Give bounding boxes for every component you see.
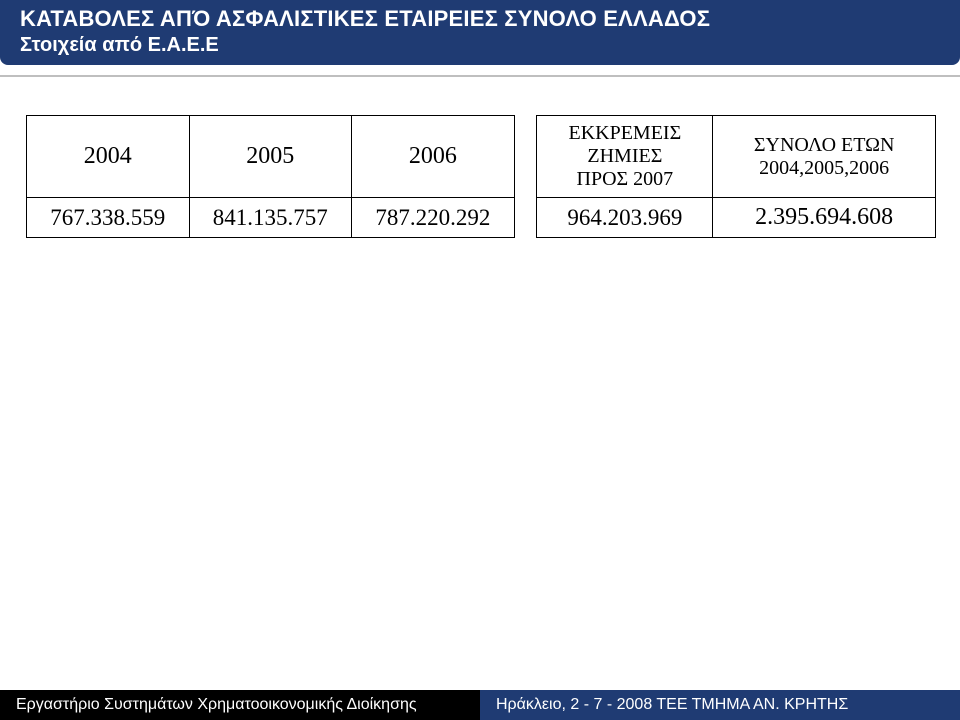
col-header-pending-l1: ΕΚΚΡΕΜΕΙΣ [568,122,681,144]
table-gap [514,116,537,198]
footer-left: Εργαστήριο Συστημάτων Χρηματοοικονομικής… [0,690,480,720]
col-header-pending-l2: ΖΗΜΙΕΣ [587,145,662,167]
table-container: 2004 2005 2006 ΕΚΚΡΕΜΕΙΣ ΖΗΜΙΕΣ ΠΡΟΣ 200… [0,77,960,238]
col-header-total-l2: 2004,2005,2006 [759,157,889,179]
cell-2005: 841.135.757 [189,198,352,238]
cell-2004: 767.338.559 [27,198,190,238]
slide-footer: Εργαστήριο Συστημάτων Χρηματοοικονομικής… [0,690,960,720]
slide-header: ΚΑΤΑΒΟΛΕΣ ΑΠΌ ΑΣΦΑΛΙΣΤΙΚΕΣ ΕΤΑΙΡΕΙΕΣ ΣΥΝ… [0,0,960,65]
col-header-total: ΣΥΝΟΛΟ ΕΤΩΝ 2004,2005,2006 [713,116,936,198]
footer-right: Ηράκλειο, 2 - 7 - 2008 ΤΕΕ ΤΜΗΜΑ ΑΝ. ΚΡΗ… [480,690,960,720]
col-header-2006: 2006 [352,116,515,198]
cell-pending: 964.203.969 [537,198,713,238]
payments-table: 2004 2005 2006 ΕΚΚΡΕΜΕΙΣ ΖΗΜΙΕΣ ΠΡΟΣ 200… [26,115,936,238]
col-header-pending: ΕΚΚΡΕΜΕΙΣ ΖΗΜΙΕΣ ΠΡΟΣ 2007 [537,116,713,198]
table-header-row: 2004 2005 2006 ΕΚΚΡΕΜΕΙΣ ΖΗΜΙΕΣ ΠΡΟΣ 200… [27,116,936,198]
table-gap [514,198,537,238]
col-header-2005: 2005 [189,116,352,198]
col-header-2004: 2004 [27,116,190,198]
slide-subtitle: Στοιχεία από Ε.Α.Ε.Ε [20,34,946,57]
col-header-pending-l3: ΠΡΟΣ 2007 [577,168,674,190]
table-row: 767.338.559 841.135.757 787.220.292 964.… [27,198,936,238]
cell-2006: 787.220.292 [352,198,515,238]
slide-title: ΚΑΤΑΒΟΛΕΣ ΑΠΌ ΑΣΦΑΛΙΣΤΙΚΕΣ ΕΤΑΙΡΕΙΕΣ ΣΥΝ… [20,6,946,32]
cell-total: 2.395.694.608 [713,198,936,238]
col-header-total-l1: ΣΥΝΟΛΟ ΕΤΩΝ [754,134,895,156]
